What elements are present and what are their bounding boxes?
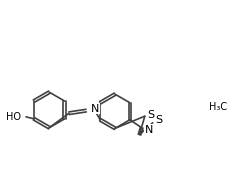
Text: N: N bbox=[145, 125, 153, 135]
Text: S: S bbox=[148, 110, 155, 120]
Text: S: S bbox=[155, 115, 162, 125]
Text: H₃C: H₃C bbox=[209, 102, 227, 112]
Text: HO: HO bbox=[6, 112, 21, 122]
Text: N: N bbox=[91, 104, 100, 114]
